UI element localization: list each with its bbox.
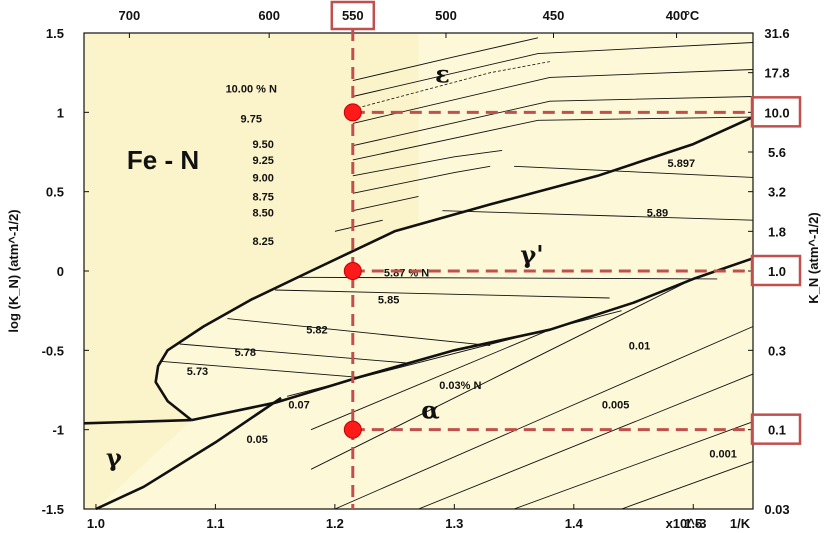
x-tick-label: 1.0 (87, 516, 105, 531)
right-tick-label: 1.8 (768, 224, 786, 239)
iso-label: 9.00 (252, 172, 273, 184)
right-tick-label: 0.3 (768, 343, 786, 358)
top-tick-label: 600 (258, 8, 280, 23)
iso-line (352, 37, 539, 82)
right-tick-label: 5.6 (768, 145, 786, 160)
phase-boundary-line (191, 257, 754, 422)
phase-boundary-line (83, 418, 192, 425)
iso-line (352, 96, 754, 147)
iso-line (179, 343, 407, 364)
y-tick-label: -1.5 (42, 502, 64, 517)
iso-line (513, 421, 754, 510)
iso-label: 0.03% N (439, 380, 481, 392)
iso-label: 9.75 (241, 114, 262, 126)
iso-line (275, 289, 610, 299)
iso-label: 0.05 (247, 434, 268, 446)
top-tick-label: 500 (435, 8, 457, 23)
iso-label: 10.00 % N (226, 84, 277, 96)
y-tick-label: 0.5 (46, 185, 64, 200)
iso-label: 8.50 (252, 207, 273, 219)
gamma-region-shading (84, 33, 419, 509)
top-unit-label: °C (685, 8, 700, 23)
highlight-marker (343, 262, 362, 280)
iso-label: 5.85 (378, 295, 399, 307)
right-axis-label: K_N (atm^-1/2) (806, 212, 821, 303)
iso-label: 0.005 (602, 399, 630, 411)
y-tick-label: -1 (52, 423, 64, 438)
iso-label: 5.78 (235, 347, 256, 359)
x-tick-label: 1.3 (445, 516, 463, 531)
phase-boundary-line (95, 396, 282, 511)
iso-label: 9.25 (252, 155, 273, 167)
phase-label: γ' (520, 240, 543, 269)
iso-label: 0.07 (288, 399, 309, 411)
iso-line (352, 69, 754, 124)
right-tick-label: 0.03 (764, 502, 789, 517)
iso-label: 9.50 (252, 139, 273, 151)
top-tick-label: 400 (666, 8, 688, 23)
iso-label: 8.75 (252, 191, 273, 203)
iso-label: 5.73 (187, 366, 208, 378)
phase-labels: ε γ' α γ (106, 59, 544, 472)
y-tick-label: 0 (57, 264, 64, 279)
top-tick-label: 700 (119, 8, 141, 23)
iso-line (161, 360, 359, 378)
x-tick-label: 1.4 (565, 516, 584, 531)
iso-label: 5.82 (306, 325, 327, 337)
x-unit-end: 1/K (730, 516, 751, 531)
y-tick-label: 1.5 (46, 26, 64, 41)
iso-label: 5.897 (668, 158, 696, 170)
iso-label: 0.01 (629, 341, 650, 353)
right-tick-label: 0.1 (768, 423, 786, 438)
phase-label: α (421, 396, 439, 425)
right-tick-label: 1.0 (768, 264, 786, 279)
iso-label: 5.87 % N (384, 268, 429, 280)
iso-line (227, 318, 491, 347)
iso-label: 0.001 (709, 448, 737, 460)
phase-label: γ (106, 443, 122, 472)
x-tick-label: 1.1 (206, 516, 224, 531)
iso-line (334, 219, 383, 232)
iso-line (352, 42, 754, 97)
iso-line (442, 210, 754, 221)
top-tick-label: 550 (342, 8, 364, 23)
iso-line (418, 373, 754, 510)
right-tick-label: 31.6 (764, 26, 789, 41)
iso-line (352, 165, 491, 194)
top-tick-label: 450 (543, 8, 565, 23)
highlight-marker (343, 420, 362, 439)
phase-boundary-line (154, 115, 754, 422)
right-tick-label: 10.0 (764, 105, 789, 120)
iso-line (514, 165, 754, 178)
highlight-marker (343, 103, 362, 122)
x-tick-label: 1.5 (684, 516, 702, 531)
y-axis-label: log (K_N) (atm^-1/2) (6, 209, 21, 332)
gamma-field (84, 33, 419, 509)
phase-label: ε (435, 59, 450, 88)
right-tick-label: 3.2 (768, 185, 786, 200)
iso-label: 8.25 (252, 236, 273, 248)
iso-line (352, 195, 419, 212)
y-tick-label: 1 (57, 105, 64, 120)
x-unit-label: x10^-3 (666, 516, 707, 531)
iso-line (334, 326, 754, 510)
isoconcentration-lines (161, 37, 754, 510)
iso-line (310, 278, 694, 470)
iso-line (621, 460, 754, 510)
iso-line (298, 276, 718, 280)
highlight-guides (343, 29, 752, 509)
iso-line (352, 149, 503, 177)
x-tick-label: 1.2 (326, 516, 344, 531)
chart-title: Fe - N (127, 145, 199, 175)
right-tick-label: 17.8 (764, 66, 789, 81)
iso-line (310, 329, 551, 431)
y-tick-label: -0.5 (42, 343, 64, 358)
iso-label: 5.89 (647, 207, 668, 219)
iso-line-dashed (352, 61, 550, 110)
iso-labels: 10.00 % N 9.75 9.50 9.25 9.00 8.75 8.50 8.25 5.8… (187, 84, 737, 461)
phase-boundaries (83, 115, 754, 511)
axis-ticks: 1.0 1.1 1.2 1.3 1.4 1.5 1.5 1 0.5 0 -0.5 -1 -1.5 700 6… (42, 0, 802, 531)
iso-line (352, 116, 754, 161)
